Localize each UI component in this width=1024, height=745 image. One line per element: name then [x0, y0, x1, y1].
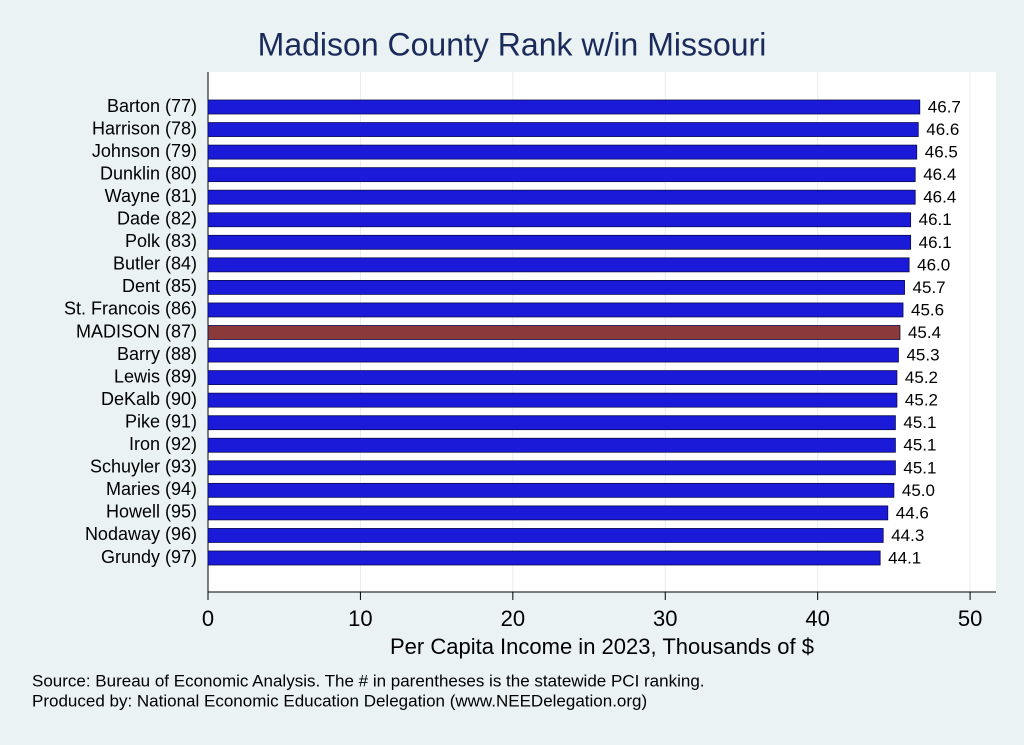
bar [207, 234, 912, 250]
x-tick-label: 30 [653, 606, 677, 631]
note: Produced by: National Economic Education… [32, 691, 647, 710]
bar [207, 99, 921, 115]
y-tick-label: MADISON (87) [76, 321, 197, 341]
value-label: 45.6 [911, 300, 944, 319]
x-tick-label: 40 [805, 606, 829, 631]
bar [207, 257, 910, 273]
y-tick-label: Dent (85) [122, 276, 197, 296]
bar [207, 415, 896, 431]
value-label: 45.1 [903, 413, 936, 432]
bar [207, 279, 905, 295]
y-tick-label: Iron (92) [129, 434, 197, 454]
x-tick-label: 50 [958, 606, 982, 631]
bar [207, 212, 912, 228]
x-tick-label: 10 [348, 606, 372, 631]
bar [207, 505, 889, 521]
value-label: 45.0 [902, 481, 935, 500]
y-tick-label: Johnson (79) [92, 141, 197, 161]
note: Source: Bureau of Economic Analysis. The… [32, 671, 705, 690]
value-label: 45.2 [905, 368, 938, 387]
value-label: 45.1 [903, 436, 936, 455]
value-label: 46.4 [923, 188, 956, 207]
bar [207, 325, 901, 340]
y-tick-label: Lewis (89) [114, 366, 197, 386]
bar [207, 347, 899, 363]
y-tick-label: Nodaway (96) [85, 524, 197, 544]
bar [207, 460, 896, 476]
value-label: 45.7 [913, 278, 946, 297]
value-label: 45.4 [908, 323, 941, 342]
value-label: 44.6 [896, 503, 929, 522]
y-tick-label: Barton (77) [107, 96, 197, 116]
bar [207, 437, 896, 453]
value-label: 46.1 [919, 233, 952, 252]
bar [207, 144, 918, 160]
y-tick-label: Butler (84) [113, 254, 197, 274]
y-tick-label: Wayne (81) [105, 186, 197, 206]
y-tick-label: Dade (82) [117, 209, 197, 229]
y-tick-label: Barry (88) [117, 344, 197, 364]
bar [207, 392, 898, 408]
bar [207, 550, 881, 566]
y-tick-label: Maries (94) [106, 479, 197, 499]
value-label: 46.6 [926, 120, 959, 139]
value-label: 46.0 [917, 255, 950, 274]
y-tick-label: Polk (83) [125, 231, 197, 251]
value-label: 46.5 [925, 143, 958, 162]
bar [207, 189, 916, 205]
y-tick-label: Grundy (97) [101, 547, 197, 567]
bar [207, 302, 904, 318]
value-label: 45.1 [903, 458, 936, 477]
y-tick-label: Schuyler (93) [90, 457, 197, 477]
value-label: 44.1 [888, 548, 921, 567]
value-label: 45.3 [906, 346, 939, 365]
y-tick-label: DeKalb (90) [101, 389, 197, 409]
bar [207, 122, 919, 137]
y-tick-label: Harrison (78) [92, 118, 197, 138]
bar [207, 167, 916, 183]
y-tick-label: Dunklin (80) [100, 163, 197, 183]
y-tick-label: St. Francois (86) [64, 299, 197, 319]
x-tick-label: 20 [501, 606, 525, 631]
value-label: 46.4 [923, 165, 956, 184]
value-label: 46.1 [919, 210, 952, 229]
x-tick-label: 0 [202, 606, 214, 631]
bar [207, 528, 884, 543]
chart-title: Madison County Rank w/in Missouri [258, 26, 767, 62]
value-label: 44.3 [891, 526, 924, 545]
y-tick-label: Pike (91) [125, 411, 197, 431]
value-label: 46.7 [928, 97, 961, 116]
y-tick-label: Howell (95) [106, 502, 197, 522]
value-label: 45.2 [905, 391, 938, 410]
bar [207, 482, 895, 498]
x-axis-label: Per Capita Income in 2023, Thousands of … [390, 634, 814, 659]
bar [207, 370, 898, 386]
